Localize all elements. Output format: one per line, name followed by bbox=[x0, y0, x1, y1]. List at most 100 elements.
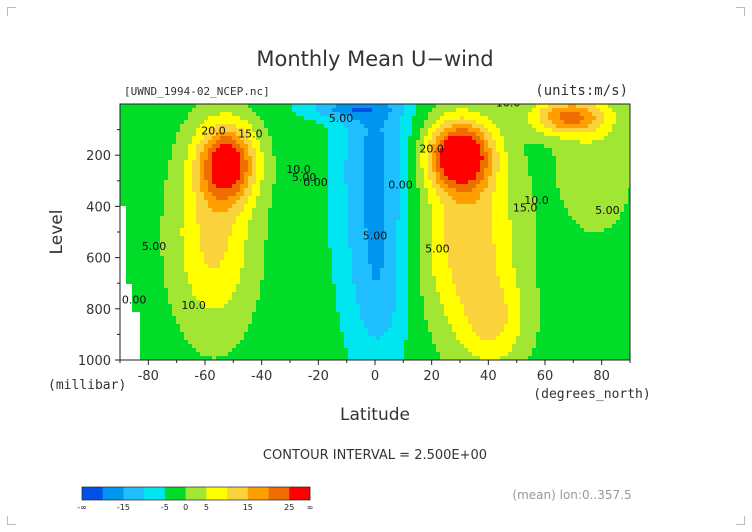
field-cell bbox=[300, 176, 305, 181]
field-cell bbox=[392, 256, 397, 261]
field-cell bbox=[244, 212, 249, 217]
field-cell bbox=[252, 200, 257, 205]
field-cell bbox=[540, 120, 545, 125]
field-cell bbox=[132, 220, 137, 225]
field-cell bbox=[536, 204, 541, 209]
field-cell bbox=[288, 248, 293, 253]
field-cell bbox=[216, 184, 221, 189]
field-cell bbox=[616, 152, 621, 157]
field-cell bbox=[280, 224, 285, 229]
field-cell bbox=[436, 116, 441, 121]
field-cell bbox=[196, 200, 201, 205]
field-cell bbox=[472, 172, 477, 177]
field-cell bbox=[436, 240, 441, 245]
field-cell bbox=[252, 128, 257, 133]
field-cell bbox=[532, 108, 537, 113]
field-cell bbox=[420, 160, 425, 165]
field-cell bbox=[328, 160, 333, 165]
field-cell bbox=[552, 164, 557, 169]
field-cell bbox=[580, 220, 585, 225]
field-cell bbox=[496, 180, 501, 185]
field-cell bbox=[456, 224, 461, 229]
field-cell bbox=[424, 172, 429, 177]
field-cell bbox=[432, 164, 437, 169]
field-cell bbox=[464, 132, 469, 137]
field-cell bbox=[240, 164, 245, 169]
field-cell bbox=[296, 228, 301, 233]
field-cell bbox=[260, 140, 265, 145]
field-cell bbox=[536, 208, 541, 213]
field-cell bbox=[580, 160, 585, 165]
field-cell bbox=[528, 184, 533, 189]
field-cell bbox=[556, 128, 561, 133]
field-cell bbox=[132, 128, 137, 133]
field-cell bbox=[612, 104, 617, 109]
field-cell bbox=[464, 244, 469, 249]
field-cell bbox=[372, 156, 377, 161]
field-cell bbox=[412, 156, 417, 161]
field-cell bbox=[336, 148, 341, 153]
field-cell bbox=[240, 192, 245, 197]
field-cell bbox=[264, 124, 269, 129]
field-cell bbox=[420, 108, 425, 113]
field-cell bbox=[384, 152, 389, 157]
field-cell bbox=[428, 152, 433, 157]
field-cell bbox=[324, 128, 329, 133]
field-cell bbox=[176, 172, 181, 177]
field-cell bbox=[224, 136, 229, 141]
field-cell bbox=[544, 216, 549, 221]
field-cell bbox=[600, 212, 605, 217]
field-cell bbox=[480, 240, 485, 245]
field-cell bbox=[288, 116, 293, 121]
field-cell bbox=[352, 172, 357, 177]
field-cell bbox=[272, 224, 277, 229]
field-cell bbox=[424, 188, 429, 193]
field-cell bbox=[428, 136, 433, 141]
field-cell bbox=[292, 128, 297, 133]
field-cell bbox=[480, 164, 485, 169]
field-cell bbox=[172, 116, 177, 121]
field-cell bbox=[524, 160, 529, 165]
field-cell bbox=[372, 220, 377, 225]
field-cell bbox=[596, 136, 601, 141]
field-cell bbox=[276, 204, 281, 209]
field-cell bbox=[604, 168, 609, 173]
field-cell bbox=[572, 148, 577, 153]
field-cell bbox=[588, 196, 593, 201]
field-cell bbox=[124, 116, 129, 121]
field-cell bbox=[496, 236, 501, 241]
field-cell bbox=[260, 200, 265, 205]
field-cell bbox=[408, 156, 413, 161]
field-cell bbox=[540, 232, 545, 237]
field-cell bbox=[628, 252, 630, 257]
field-cell bbox=[608, 256, 613, 261]
field-cell bbox=[600, 120, 605, 125]
field-cell bbox=[548, 144, 553, 149]
field-cell bbox=[600, 196, 605, 201]
field-cell bbox=[128, 104, 133, 109]
field-cell bbox=[468, 164, 473, 169]
field-cell bbox=[460, 208, 465, 213]
field-cell bbox=[196, 240, 201, 245]
field-cell bbox=[344, 124, 349, 129]
field-cell bbox=[244, 224, 249, 229]
field-cell bbox=[520, 108, 525, 113]
field-cell bbox=[260, 244, 265, 249]
field-cell bbox=[456, 252, 461, 257]
field-cell bbox=[264, 180, 269, 185]
field-cell bbox=[536, 108, 541, 113]
field-cell bbox=[412, 120, 417, 125]
field-cell bbox=[312, 116, 317, 121]
field-cell bbox=[352, 236, 357, 241]
field-cell bbox=[132, 132, 137, 137]
field-cell bbox=[280, 112, 285, 117]
field-cell bbox=[600, 156, 605, 161]
field-cell bbox=[292, 176, 297, 181]
field-cell bbox=[540, 244, 545, 249]
field-cell bbox=[340, 256, 345, 261]
field-cell bbox=[380, 144, 385, 149]
field-cell bbox=[124, 208, 129, 213]
field-cell bbox=[468, 200, 473, 205]
field-cell bbox=[452, 236, 457, 241]
field-cell bbox=[320, 224, 325, 229]
